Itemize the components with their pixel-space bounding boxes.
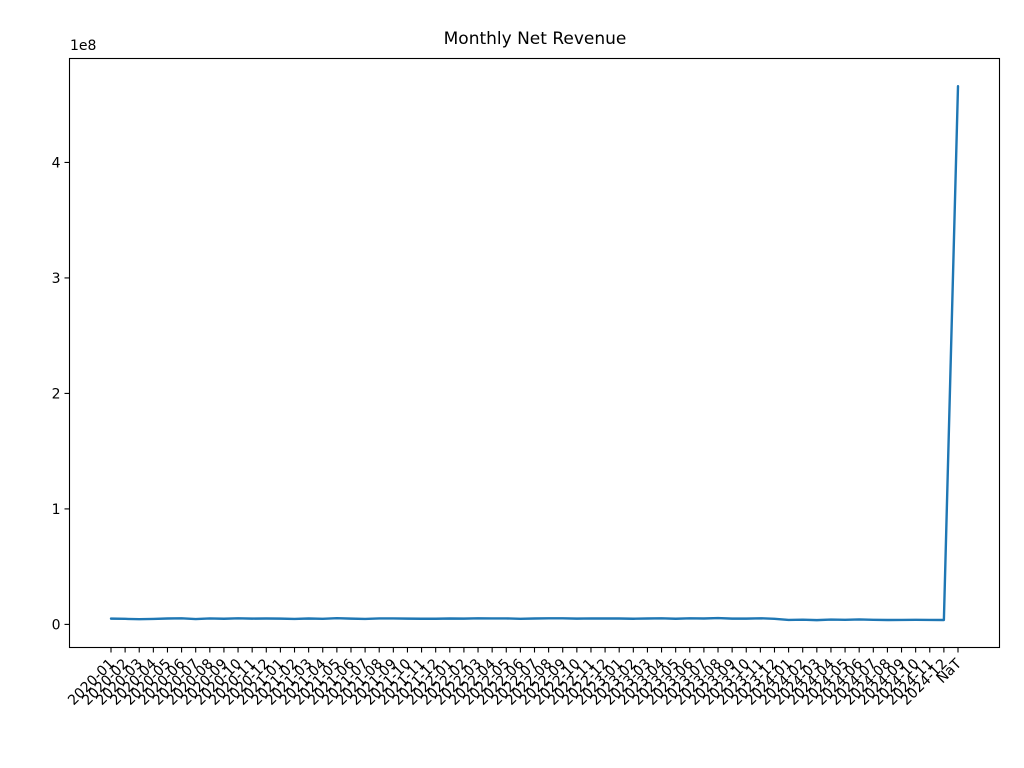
x-axis-ticks: 2020-012020-022020-032020-042020-052020-… — [65, 647, 965, 709]
y-axis-ticks: 0 1 2 3 4 — [52, 155, 70, 633]
y-offset-label: 1e8 — [70, 38, 96, 54]
y-tick-label: 3 — [52, 271, 61, 287]
series-line — [109, 85, 960, 622]
plot-frame — [68, 57, 1001, 649]
y-tick-label: 0 — [52, 617, 61, 633]
y-tick-label: 2 — [52, 386, 61, 402]
chart-title: Monthly Net Revenue — [444, 29, 627, 49]
y-tick-label: 4 — [52, 155, 61, 171]
y-tick-label: 1 — [52, 502, 61, 518]
